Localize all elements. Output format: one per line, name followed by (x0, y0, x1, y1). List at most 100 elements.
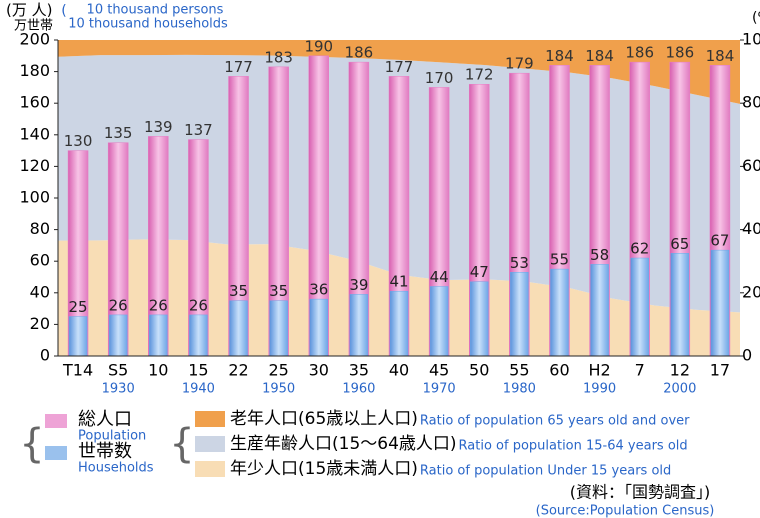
value-label: 67 (710, 232, 729, 250)
bar (269, 300, 288, 357)
y-tick-label: 180 (19, 61, 50, 80)
value-label: 177 (224, 58, 253, 76)
value-label: 36 (309, 281, 328, 299)
y-tick-label: 100 (19, 188, 50, 207)
bar (710, 249, 730, 357)
value-label: 186 (625, 44, 654, 62)
x-tick-label: 55 (509, 361, 529, 380)
value-label: 44 (430, 268, 449, 286)
x-tick-label: 45 (429, 361, 449, 380)
y2-tick-label: 20 (742, 282, 760, 301)
value-label: 186 (345, 44, 374, 62)
area (58, 40, 740, 104)
y-tick-label: 20 (30, 314, 50, 333)
legend-swatch (45, 414, 67, 428)
value-label: 26 (189, 296, 208, 314)
value-label: 25 (69, 298, 88, 316)
x-year-label: 2000 (663, 382, 696, 397)
value-label: 39 (349, 276, 368, 294)
value-label: 35 (269, 282, 288, 300)
y2-tick-label: 80 (742, 93, 760, 112)
value-label: 26 (149, 296, 168, 314)
value-label: 179 (505, 55, 534, 73)
value-label: 137 (184, 121, 213, 139)
legend-label-en: Households (78, 461, 154, 476)
value-label: 62 (630, 240, 649, 258)
value-label: 183 (264, 48, 293, 66)
value-label: 184 (585, 47, 614, 65)
x-tick-label: 7 (635, 361, 645, 380)
bar (429, 286, 449, 357)
y-unit-en-1: 10 thousand persons (87, 3, 224, 18)
x-year-label: 1950 (262, 382, 295, 397)
x-tick-label: 15 (188, 361, 208, 380)
value-label: 55 (550, 251, 569, 269)
source-en: (Source:Population Census) (536, 504, 715, 518)
legend-swatch (195, 461, 225, 477)
bar (68, 316, 88, 357)
y-tick-label: 140 (19, 124, 50, 143)
bar (149, 314, 168, 357)
x-tick-label: 40 (389, 361, 409, 380)
x-tick-label: 22 (228, 361, 248, 380)
value-label: 58 (590, 246, 609, 264)
value-label: 41 (389, 273, 408, 291)
x-tick-label: 17 (710, 361, 730, 380)
value-label: 53 (510, 254, 529, 272)
legend-label: 世帯数 (78, 441, 132, 462)
legend-label-en: Ratio of population 15-64 years old (459, 439, 688, 454)
y2-tick-label: 60 (742, 156, 760, 175)
legend-label-en: Ratio of population 65 years old and ove… (420, 414, 690, 429)
x-tick-label: 35 (349, 361, 369, 380)
legend-label-en: Ratio of population Under 15 years old (420, 464, 671, 479)
x-tick-label: T14 (62, 361, 93, 380)
x-year-label: 1980 (503, 382, 536, 397)
value-label: 170 (425, 69, 454, 87)
bar (108, 314, 128, 357)
bracket: ( (61, 3, 66, 19)
y-tick-label: 40 (30, 282, 50, 301)
legend-swatch (45, 446, 67, 460)
legend-brace: { (169, 421, 194, 467)
x-tick-label: 30 (309, 361, 329, 380)
legend-swatch (195, 436, 225, 452)
x-year-label: 1960 (342, 382, 375, 397)
bar (630, 257, 649, 357)
value-label: 184 (545, 47, 574, 65)
bar (189, 314, 208, 357)
bar (349, 294, 369, 357)
legend-label: 生産年齢人口(15～64歳人口) (230, 434, 457, 454)
x-year-label: 1930 (102, 382, 135, 397)
x-year-label: 1990 (583, 382, 616, 397)
y2-tick-label: 100 (742, 30, 760, 49)
y2-label: (%) (752, 10, 760, 26)
value-label: 184 (706, 47, 735, 65)
value-label: 186 (666, 44, 695, 62)
x-tick-label: 25 (268, 361, 288, 380)
legend-label-en: Population (78, 429, 146, 444)
value-label: 65 (670, 235, 689, 253)
x-tick-label: 60 (549, 361, 569, 380)
bar (590, 264, 609, 357)
value-label: 47 (470, 263, 489, 281)
bar (389, 290, 409, 357)
y-tick-label: 120 (19, 156, 50, 175)
bar (510, 272, 529, 357)
bar (229, 300, 248, 357)
y2-tick-label: 0 (742, 346, 752, 365)
legend-label: 総人口 (78, 409, 132, 430)
value-label: 190 (304, 37, 333, 55)
x-tick-label: 10 (148, 361, 168, 380)
source: (資料：「国勢調査」) (570, 483, 711, 502)
value-label: 135 (104, 124, 133, 142)
y-unit-1: 万 人 (12, 1, 47, 19)
legend-swatch (195, 411, 225, 427)
x-tick-label: S5 (108, 361, 128, 380)
y-tick-label: 60 (30, 251, 50, 270)
legend-brace: { (19, 421, 44, 467)
x-year-label: 1940 (182, 382, 215, 397)
value-label: 26 (109, 296, 128, 314)
bar (469, 281, 489, 357)
value-label: 130 (64, 132, 93, 150)
